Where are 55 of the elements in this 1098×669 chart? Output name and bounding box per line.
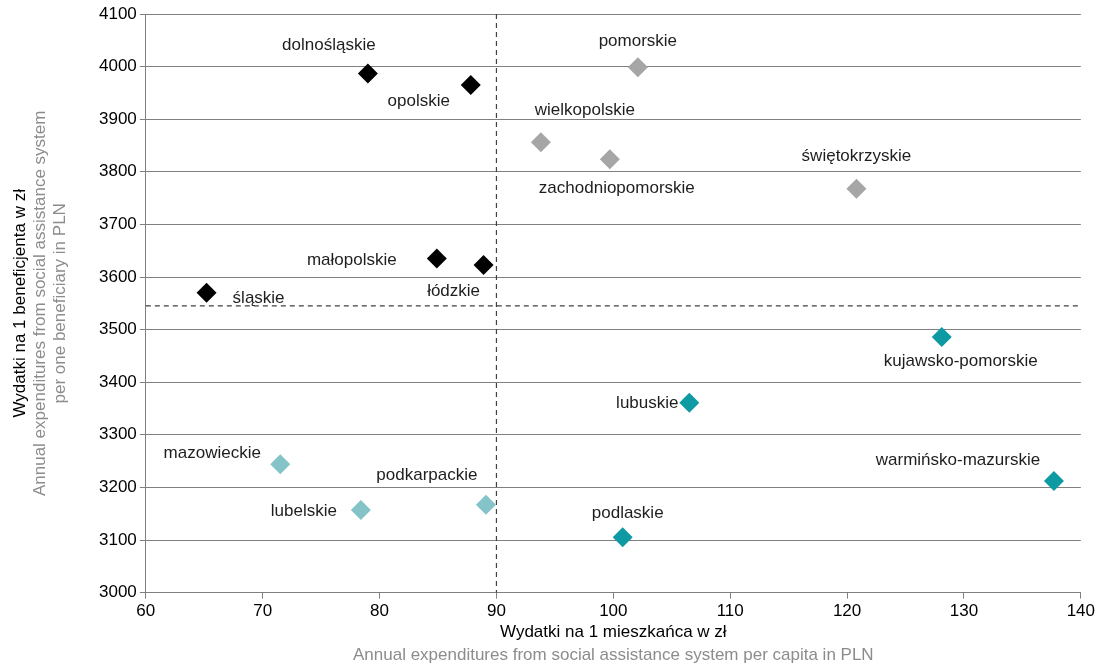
point — [1043, 471, 1064, 492]
annotation: dolnośląskie — [282, 35, 376, 55]
annotation: małopolskie — [306, 250, 397, 270]
point — [350, 500, 371, 521]
y-tick-label: 3600 — [98, 266, 137, 286]
y-tick-label: 3400 — [98, 371, 137, 391]
annotation: kujawsko-pomorskie — [883, 350, 1038, 370]
annotation: łódzkie — [427, 280, 481, 300]
x-tick-label: 120 — [832, 601, 862, 621]
point — [475, 494, 496, 515]
point — [679, 392, 700, 413]
x-tick-label: 130 — [949, 601, 979, 621]
y-tick-label: 3100 — [98, 529, 137, 549]
point — [460, 75, 481, 96]
annotation: mazowieckie — [163, 442, 261, 462]
annotation: pomorskie — [598, 30, 678, 50]
x-tick-label: 70 — [253, 601, 273, 621]
point — [196, 282, 217, 303]
annotation: podlaskie — [591, 503, 664, 523]
x-tick-label: 140 — [1066, 601, 1096, 621]
annotation: świętokrzyskie — [801, 146, 912, 166]
y-tick-label: 3200 — [98, 477, 137, 497]
point — [270, 454, 291, 475]
y-tick-label: 3900 — [98, 108, 137, 128]
point — [846, 178, 867, 199]
annotation: lubelskie — [270, 500, 337, 520]
point — [627, 57, 648, 78]
x-tick-label: 110 — [716, 601, 744, 621]
annotation: opolskie — [387, 90, 450, 110]
point — [473, 254, 494, 275]
x-axis-title: Wydatki na 1 mieszkańca w zł Annual expenditures from social assistance system per capita in PLN — [352, 621, 874, 664]
annotation: podkarpackie — [376, 465, 478, 485]
point — [357, 63, 378, 84]
y-tick-label: 4000 — [98, 56, 137, 76]
y-tick-label: 4100 — [98, 3, 137, 23]
y-tick-label: 3500 — [98, 319, 137, 339]
x-tick-label: 100 — [599, 601, 628, 621]
annotation: śląskie — [232, 288, 285, 308]
point — [426, 248, 447, 269]
point — [612, 527, 633, 548]
annotation: lubuskie — [616, 393, 679, 413]
annotation: warmińsko-mazurskie — [874, 449, 1041, 469]
x-tick-label: 90 — [486, 601, 506, 621]
x-tick-label: 80 — [370, 601, 390, 621]
y-tick-label: 3300 — [98, 424, 137, 444]
x-tick-label: 60 — [136, 601, 156, 621]
point — [931, 326, 952, 347]
point — [530, 132, 551, 153]
point — [599, 149, 620, 170]
y-tick-label: 3800 — [98, 161, 137, 181]
y-axis-title: Wydatki na 1 beneficjenta w zł Annual expenditures from social assistance system per one beneficiary in PLN — [9, 110, 69, 497]
annotation: zachodniopomorskie — [538, 177, 695, 197]
y-tick-label: 3000 — [98, 582, 137, 602]
annotation: wielkopolskie — [533, 100, 635, 120]
y-tick-label: 3700 — [98, 214, 137, 234]
